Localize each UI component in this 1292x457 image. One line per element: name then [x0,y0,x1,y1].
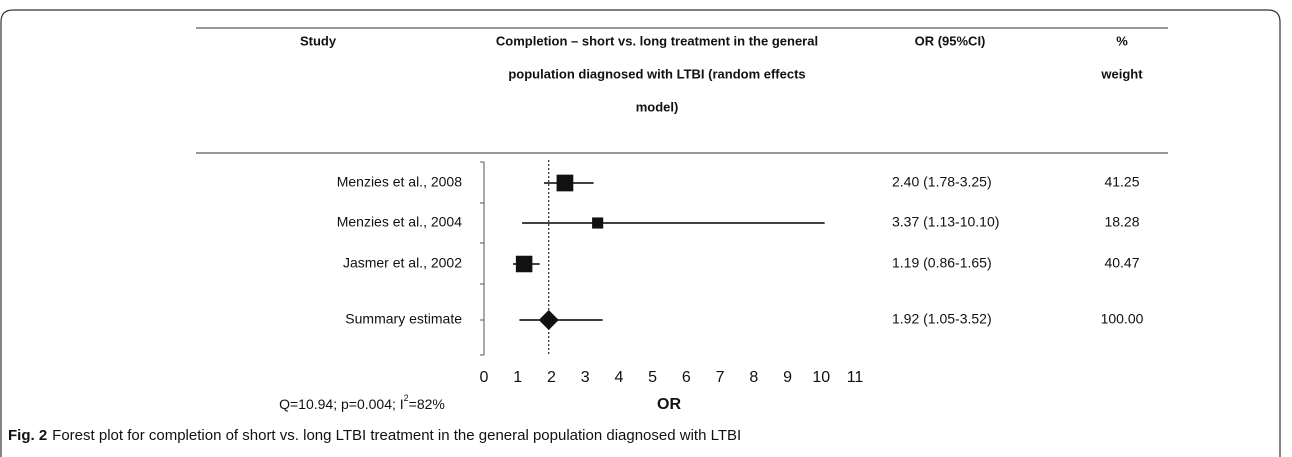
weight-label: 100.00 [1101,311,1144,327]
heterogeneity-text: Q=10.94; p=0.004; I [279,396,404,412]
x-axis-label: OR [657,396,681,413]
frame [0,9,1281,457]
point-estimate [592,217,604,229]
point-estimate [515,255,533,273]
heterogeneity-sup: 2 [404,393,409,403]
x-tick-label: 9 [783,369,792,386]
or-ci-label: 2.40 (1.78-3.25) [892,174,992,190]
column-header: Completion – short vs. long treatment in… [496,33,818,48]
x-tick-label: 6 [682,369,691,386]
heterogeneity-text: =82% [409,396,445,412]
caption: Fig. 2 Forest plot for completion of shor… [8,427,741,444]
column-header: % [1116,33,1128,48]
axis-ticks [480,161,484,356]
x-tick-label: 0 [480,369,489,386]
summary-diamond [538,310,559,330]
point-estimate [556,174,574,192]
weight-label: 40.47 [1104,255,1139,271]
or-ci-label: 1.92 (1.05-3.52) [892,311,992,327]
caption-text: Forest plot for completion of short vs. … [52,427,741,444]
x-tick-label: 8 [749,369,758,386]
x-tick-label: 11 [847,369,864,386]
caption-label: Fig. 2 [8,427,47,444]
study-label: Summary estimate [345,311,462,327]
or-ci-label: 1.19 (0.86-1.65) [892,255,992,271]
column-header: OR (95%CI) [915,33,986,48]
heterogeneity: Q=10.94; p=0.004; I2=82% [279,393,445,411]
study-label: Jasmer et al., 2002 [343,255,462,271]
or-ci-label: 3.37 (1.13-10.10) [892,214,999,230]
x-tick-label: 1 [513,369,522,386]
study-label: Menzies et al., 2004 [337,214,463,230]
x-tick-label: 7 [716,369,725,386]
x-tick-label: 3 [581,369,590,386]
column-header: population diagnosed with LTBI (random e… [508,66,805,81]
weight-label: 18.28 [1104,214,1139,230]
x-tick-label: 10 [812,369,830,386]
column-header: weight [1100,66,1143,81]
x-tick-label: 2 [547,369,556,386]
x-tick-label: 4 [614,369,623,386]
column-header: Study [300,33,337,48]
x-tick-label: 5 [648,369,657,386]
study-label: Menzies et al., 2008 [337,174,463,190]
column-header: model) [636,99,679,114]
weight-label: 41.25 [1104,174,1139,190]
